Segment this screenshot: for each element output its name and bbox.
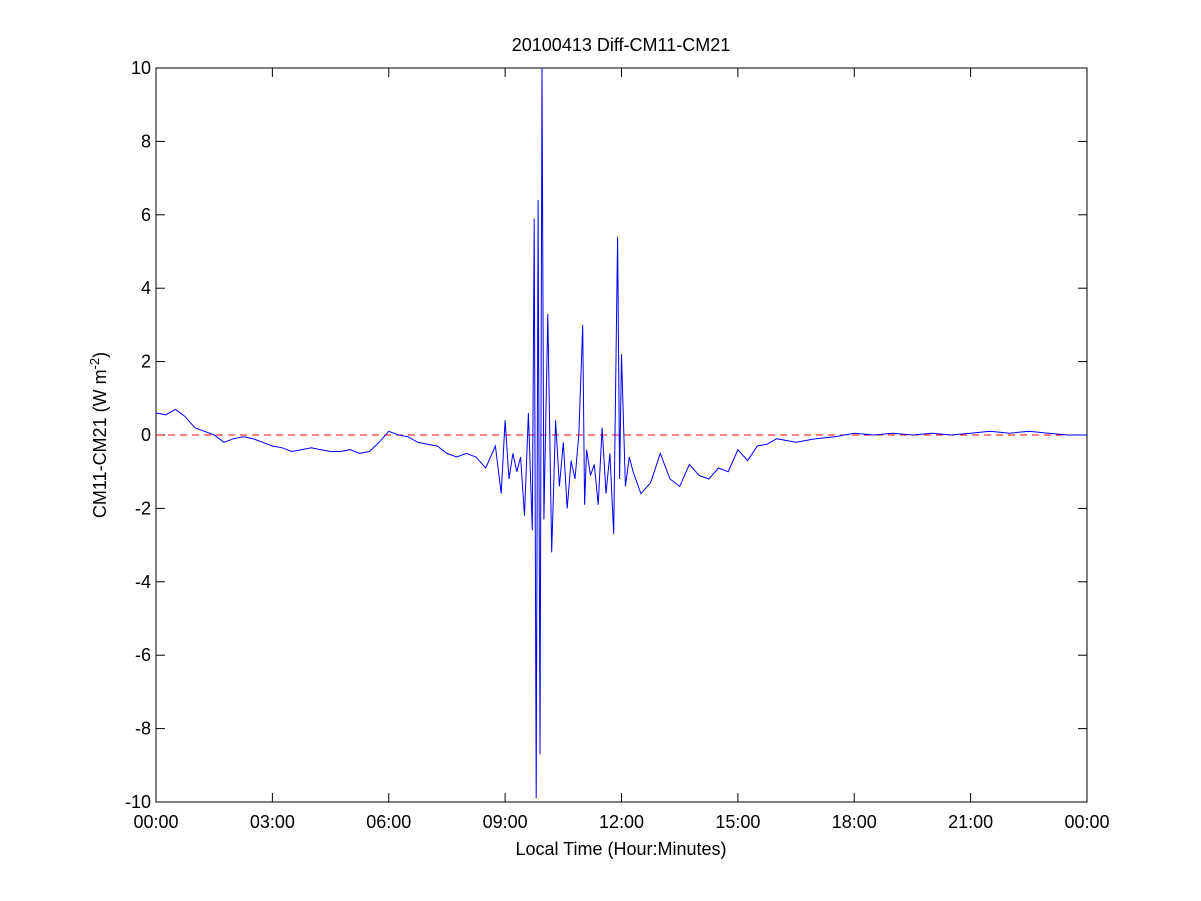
y-tick-label: 0 bbox=[141, 425, 151, 445]
y-axis-label-main: CM11-CM21 (W m bbox=[90, 369, 110, 518]
y-axis-label-suffix: ) bbox=[90, 352, 110, 358]
x-tick-label: 06:00 bbox=[366, 812, 411, 832]
x-tick-label: 03:00 bbox=[250, 812, 295, 832]
y-tick-label: 10 bbox=[131, 58, 151, 78]
y-tick-label: -6 bbox=[135, 645, 151, 665]
series-line-diff-cm11-cm21 bbox=[155, 67, 1087, 799]
x-tick-label: 12:00 bbox=[599, 812, 644, 832]
x-ticks: 00:00 03:00 06:00 09:00 12:00 15:00 18:00 21:00… bbox=[133, 68, 1110, 832]
chart-title: 20100413 Diff-CM11-CM21 bbox=[512, 35, 730, 55]
axes-box bbox=[155, 67, 1088, 803]
y-tick-label: 8 bbox=[141, 131, 151, 151]
y-tick-label: 6 bbox=[141, 205, 151, 225]
y-tick-label: -2 bbox=[135, 498, 151, 518]
y-ticks: 10 8 6 4 2 0 -2 -4 -6 -8 -10 bbox=[125, 58, 1087, 812]
x-tick-label: 00:00 bbox=[1064, 812, 1109, 832]
x-tick-label: 21:00 bbox=[948, 812, 993, 832]
x-tick-label: 09:00 bbox=[483, 812, 528, 832]
x-tick-label: 18:00 bbox=[832, 812, 877, 832]
x-tick-label: 00:00 bbox=[133, 812, 178, 832]
x-axis-label: Local Time (Hour:Minutes) bbox=[515, 839, 726, 859]
y-tick-label: -4 bbox=[135, 572, 151, 592]
y-axis-label-superscript: -2 bbox=[87, 358, 102, 370]
y-tick-label: 2 bbox=[141, 352, 151, 372]
y-axis-label: CM11-CM21 (W m-2) bbox=[87, 352, 110, 518]
y-tick-label: -10 bbox=[125, 792, 151, 812]
y-tick-label: -8 bbox=[135, 719, 151, 739]
x-tick-label: 15:00 bbox=[715, 812, 760, 832]
y-tick-label: 4 bbox=[141, 278, 151, 298]
